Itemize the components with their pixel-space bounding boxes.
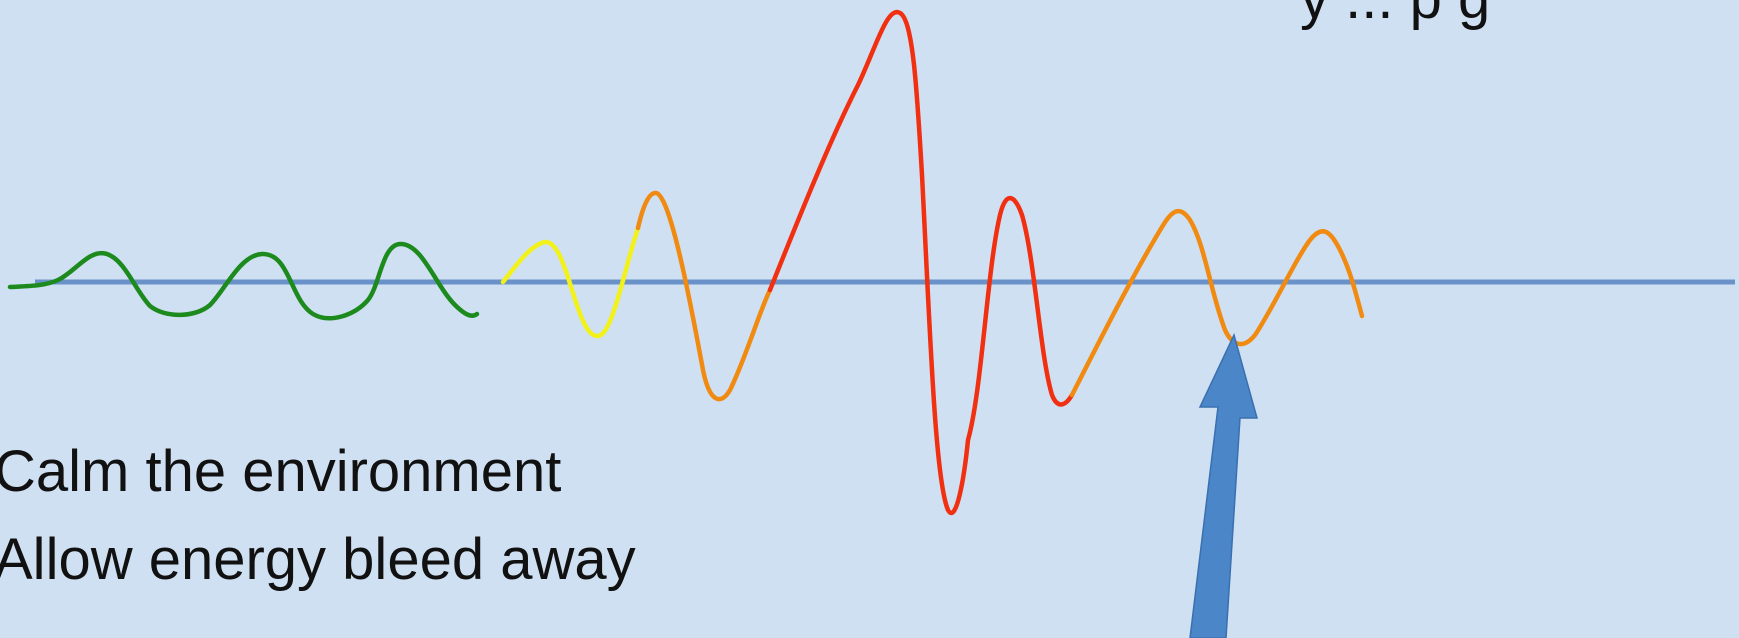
up-arrow-icon bbox=[1189, 332, 1258, 638]
wave-segment-elevated-tail bbox=[1069, 208, 1365, 398]
wave-segment-peak bbox=[767, 9, 1075, 515]
wave-segment-calm bbox=[7, 241, 480, 321]
energy-bleed-text: Allow energy bleed away bbox=[0, 527, 636, 592]
calm-environment-text: Calm the environment bbox=[0, 439, 562, 504]
wave-segment-rising bbox=[500, 225, 641, 339]
wave-segment-elevated bbox=[635, 190, 773, 402]
top-partial-text: y ... p g bbox=[1300, 0, 1490, 28]
